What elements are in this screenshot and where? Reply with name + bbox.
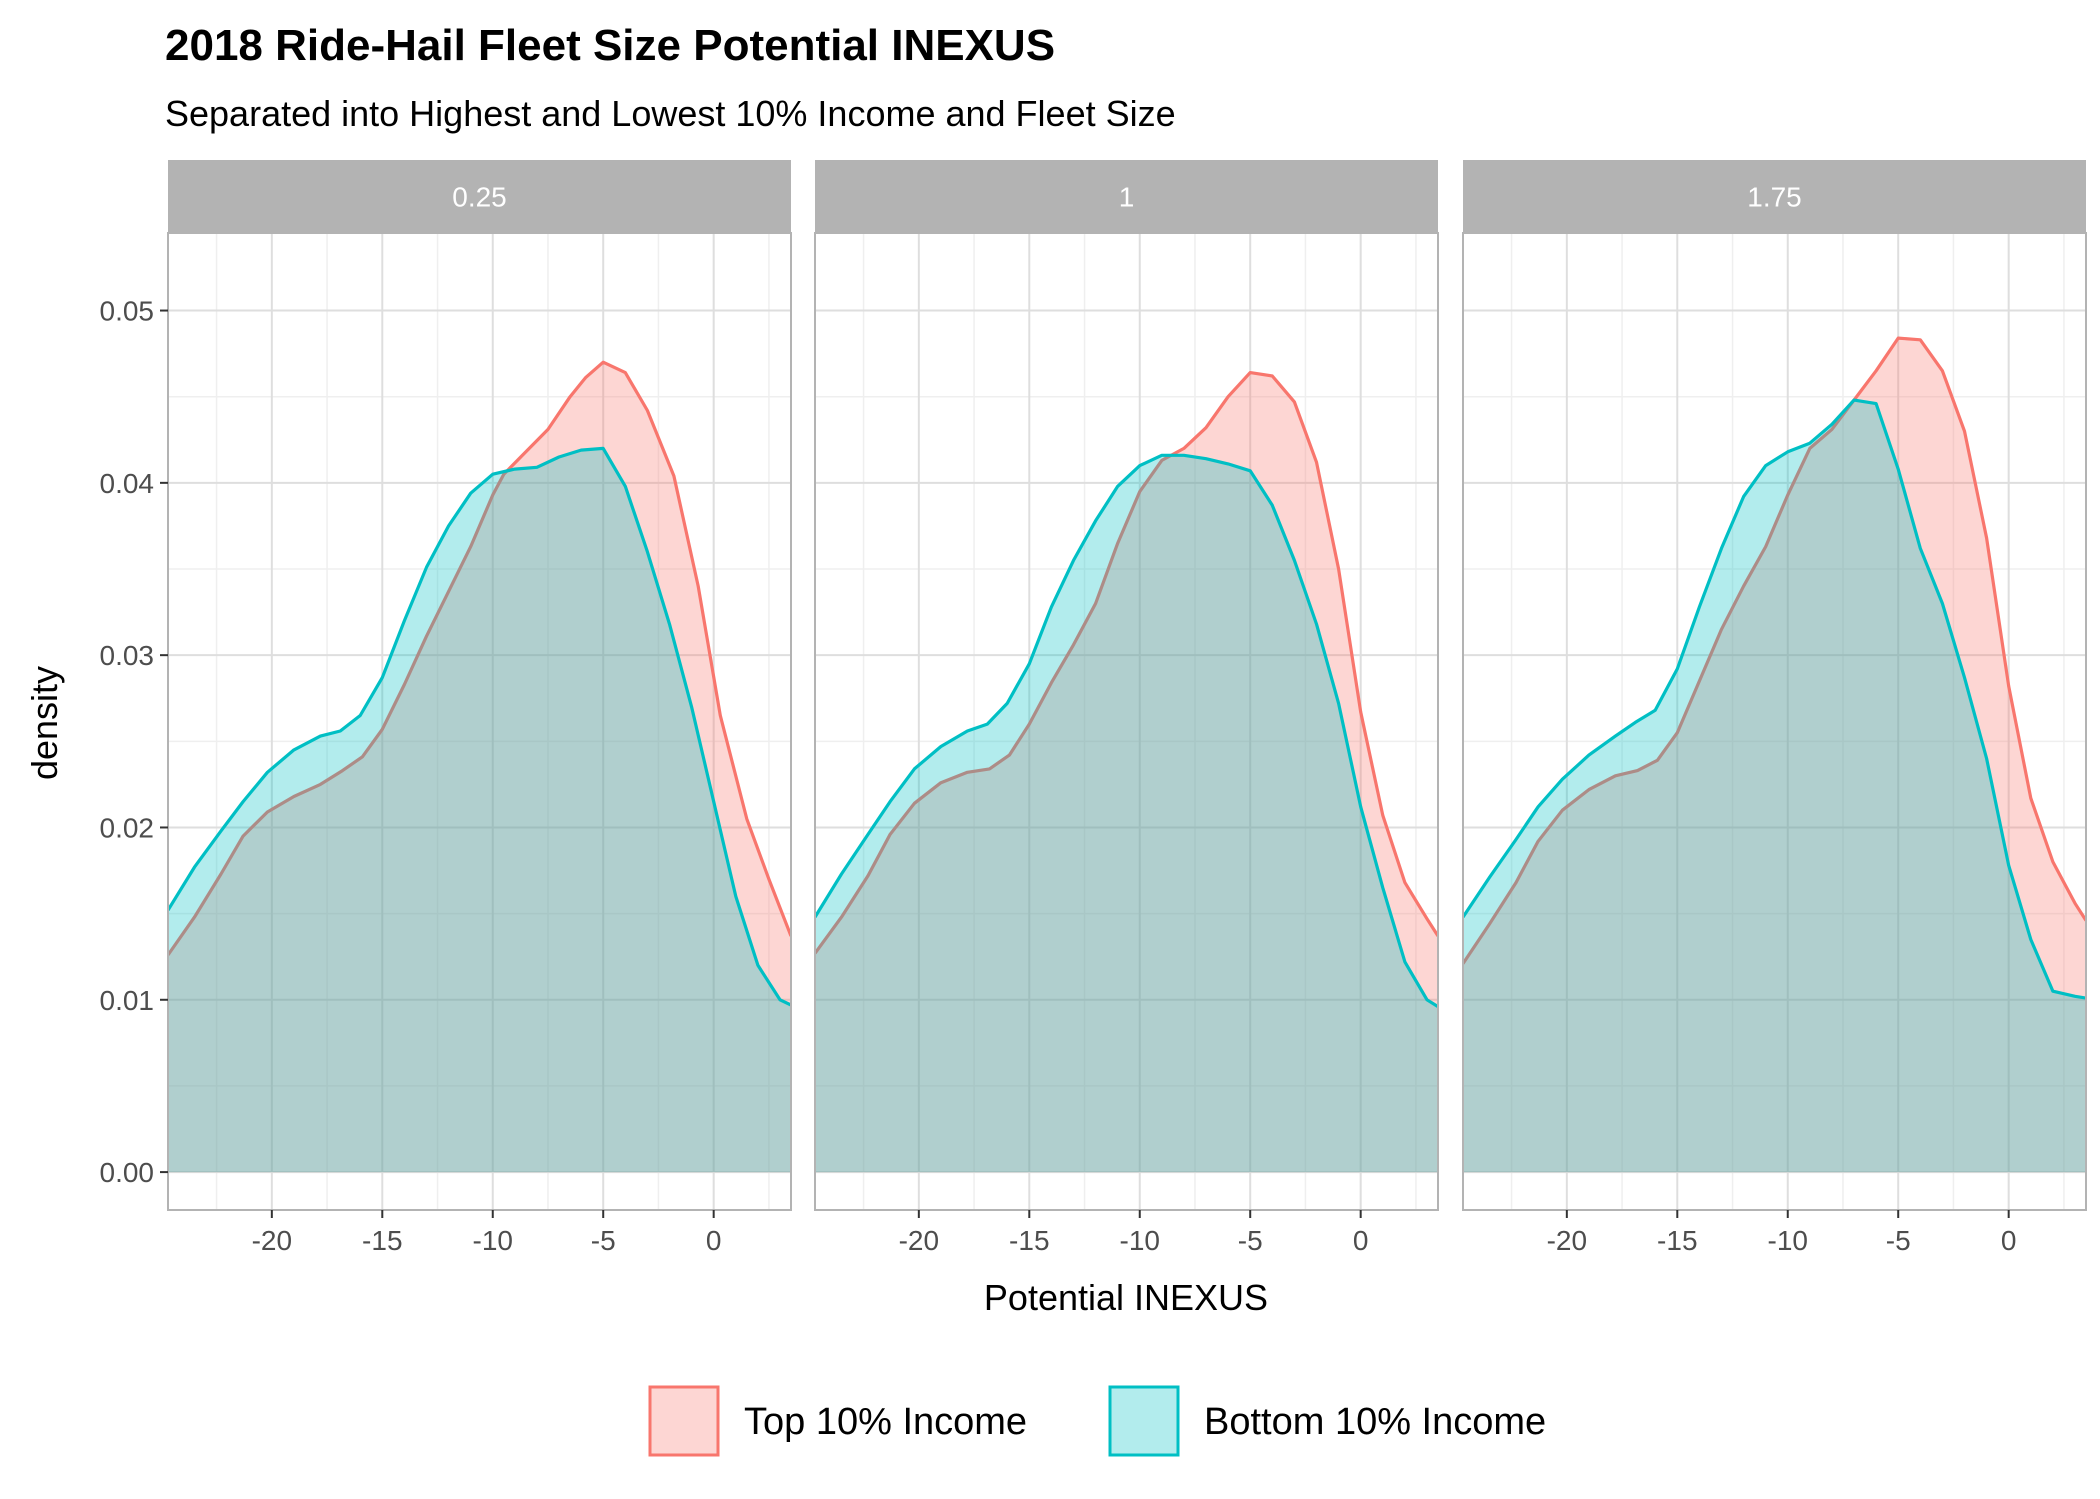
- bottom-density-area: [168, 448, 791, 1173]
- x-tick-label: -15: [1009, 1225, 1049, 1256]
- x-tick-label: -20: [252, 1225, 292, 1256]
- legend-item-bottom: Bottom 10% Income: [1108, 1385, 1546, 1457]
- facet-strip-label: 1.75: [1747, 182, 1802, 213]
- x-tick-label: -5: [1238, 1225, 1263, 1256]
- legend-key-bottom: [1108, 1385, 1180, 1457]
- top-density-area: [1463, 338, 2086, 1173]
- facet-strip: [168, 160, 791, 233]
- chart-title: 2018 Ride-Hail Fleet Size Potential INEX…: [165, 21, 1055, 70]
- y-tick-label: 0.05: [100, 296, 155, 327]
- x-axis-title: Potential INEXUS: [984, 1277, 1268, 1318]
- x-tick-label: -5: [1886, 1225, 1911, 1256]
- legend-label-bottom: Bottom 10% Income: [1204, 1401, 1546, 1443]
- facet-panel-0: 0.25 -20 -15 -10 -5 0: [167, 160, 792, 1256]
- chart-subtitle: Separated into Highest and Lowest 10% In…: [165, 93, 1176, 134]
- x-tick-label: -20: [1547, 1225, 1587, 1256]
- y-tick-label: 0.01: [100, 985, 155, 1016]
- x-tick-label: 0: [2001, 1225, 2017, 1256]
- y-tick-label: 0.03: [100, 640, 155, 671]
- panel-border: [1462, 232, 2087, 1211]
- legend: Top 10% Income Bottom 10% Income: [648, 1385, 1546, 1457]
- top-density-line: [168, 360, 791, 956]
- facet-strip-label: 1: [1119, 182, 1135, 213]
- y-tick-label: 0.04: [100, 468, 155, 499]
- x-tick-label: -20: [899, 1225, 939, 1256]
- facet-panel-1: 1 -20 -15 -10 -5 0: [814, 160, 1439, 1256]
- facet-panels: 0.25 -20 -15 -10 -5 0 1 -20 -15 -10 -5 0 1.75 -20 -15 -…: [167, 160, 2087, 1256]
- x-tick-label: -10: [1768, 1225, 1808, 1256]
- bottom-density-line: [1463, 398, 2086, 1000]
- y-tick-label: 0.00: [100, 1157, 155, 1188]
- x-tick-label: 0: [1353, 1225, 1369, 1256]
- bottom-density-area: [1463, 400, 2086, 1173]
- x-tick-label: -15: [1657, 1225, 1697, 1256]
- x-tick-label: 0: [706, 1225, 722, 1256]
- panel-border: [814, 232, 1439, 1211]
- x-tick-label: -5: [591, 1225, 616, 1256]
- x-tick-label: -10: [1120, 1225, 1160, 1256]
- top-density-line: [815, 371, 1438, 955]
- y-axis-title: density: [24, 666, 65, 780]
- facet-strip: [1463, 160, 2086, 233]
- facet-panel-2: 1.75 -20 -15 -10 -5 0: [1462, 160, 2087, 1256]
- top-density-area: [168, 362, 791, 1173]
- y-axis: 0.00 0.01 0.02 0.03 0.04 0.05: [100, 296, 168, 1188]
- legend-key-top: [648, 1385, 720, 1457]
- bottom-density-area: [815, 455, 1438, 1173]
- top-density-area: [815, 372, 1438, 1173]
- facet-strip: [815, 160, 1438, 233]
- x-tick-label: -15: [362, 1225, 402, 1256]
- legend-label-top: Top 10% Income: [744, 1401, 1027, 1443]
- bottom-density-line: [168, 446, 791, 1007]
- x-tick-label: -10: [473, 1225, 513, 1256]
- bottom-density-line: [815, 453, 1438, 1009]
- legend-item-top: Top 10% Income: [648, 1385, 1027, 1457]
- top-density-line: [1463, 336, 2086, 965]
- y-tick-label: 0.02: [100, 812, 155, 843]
- panel-border: [167, 232, 792, 1211]
- facet-strip-label: 0.25: [452, 182, 507, 213]
